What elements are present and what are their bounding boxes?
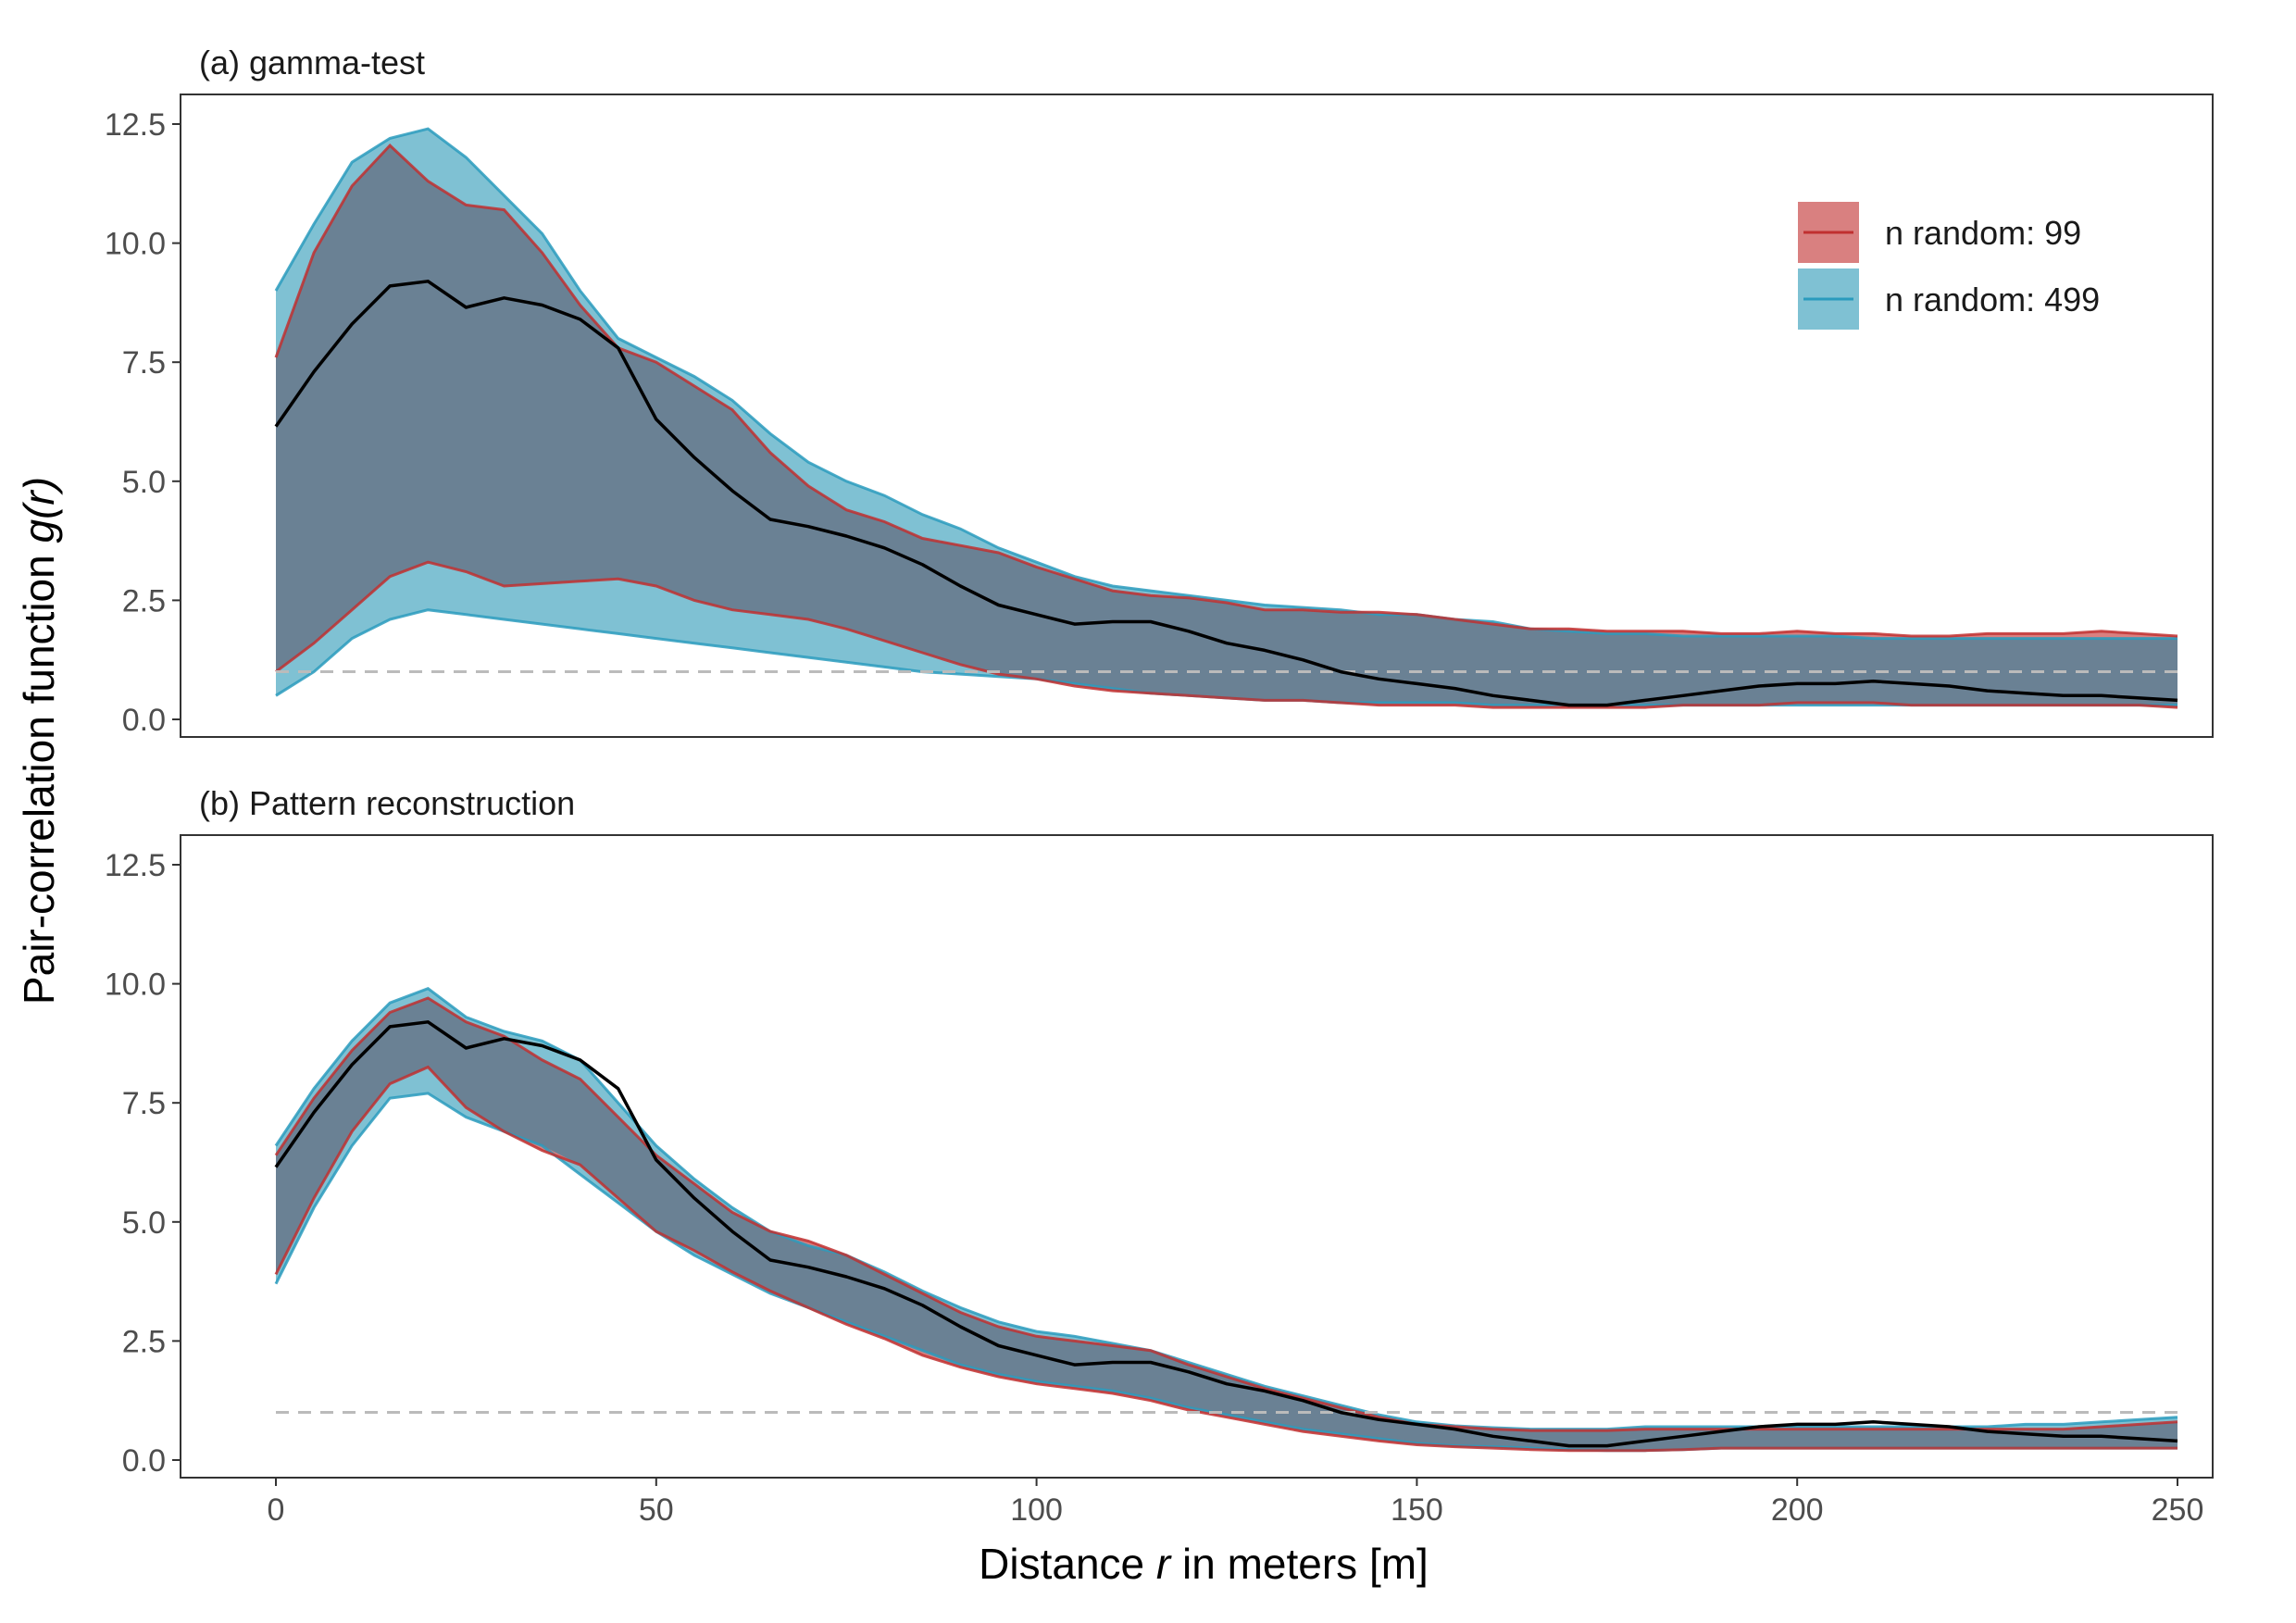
envelope-lo-line-99 [275, 560, 2178, 709]
legend-label: n random: 99 [1885, 214, 2081, 252]
legend: n random: 99 n random: 499 [1798, 202, 2100, 330]
envelope-hi-line-99 [274, 996, 2178, 1432]
x-tick-label: 100 [1010, 1492, 1063, 1528]
panel-border [180, 94, 2214, 738]
y-tick-label: 7.5 [122, 345, 166, 381]
x-tick-label: 150 [1391, 1492, 1443, 1528]
envelope-overlap [276, 998, 2177, 1451]
y-tick-label: 12.5 [105, 848, 166, 883]
y-tick-label: 5.0 [122, 465, 166, 500]
y-tick-label: 12.5 [105, 107, 166, 143]
panel-title: (b) Pattern reconstruction [199, 784, 575, 822]
x-axis-title: Distance r in meters [m] [979, 1540, 1429, 1588]
y-tick-label: 10.0 [105, 227, 166, 262]
y-axis-title: Pair-correlation function g(r) [15, 477, 63, 1005]
panel-b: (b) Pattern reconstruction 0.0 2.5 5.0 7.5 10… [105, 784, 2214, 1528]
y-tick-label: 2.5 [122, 583, 166, 618]
x-axis-title-var: r [1156, 1540, 1172, 1588]
panel-border [180, 834, 2214, 1479]
x-tick-label: 200 [1771, 1492, 1824, 1528]
x-tick-label: 0 [268, 1492, 285, 1528]
observed-line [274, 1020, 2178, 1448]
panel-title: (a) gamma-test [199, 44, 425, 81]
observed-line [274, 280, 2178, 707]
y-tick-label: 0.0 [122, 703, 166, 738]
x-axis-title-prefix: Distance [979, 1540, 1156, 1588]
envelope-hi-line-99 [274, 143, 2178, 638]
envelope-hi-line-499 [274, 127, 2177, 641]
envelope-hi-line-499 [274, 987, 2178, 1431]
x-tick-label: 50 [639, 1492, 674, 1528]
x-axis-title-suffix: in meters [m] [1170, 1540, 1429, 1588]
panel-a: (a) gamma-test 0.0 2.5 5.0 7.5 10.0 12.5 n rand… [105, 44, 2214, 738]
y-tick-label: 0.0 [122, 1443, 166, 1479]
y-tick-label: 7.5 [122, 1086, 166, 1121]
y-axis-title-var: g(r) [15, 477, 63, 543]
x-tick-label: 250 [2152, 1492, 2204, 1528]
y-tick-label: 5.0 [122, 1205, 166, 1241]
legend-label: n random: 499 [1885, 281, 2100, 318]
envelope-overlap [276, 145, 2177, 705]
envelope-lo-line-99 [274, 1065, 2177, 1453]
y-tick-label: 10.0 [105, 968, 166, 1003]
y-axis-title-prefix: Pair-correlation function [15, 543, 63, 1005]
y-tick-label: 2.5 [122, 1324, 166, 1359]
